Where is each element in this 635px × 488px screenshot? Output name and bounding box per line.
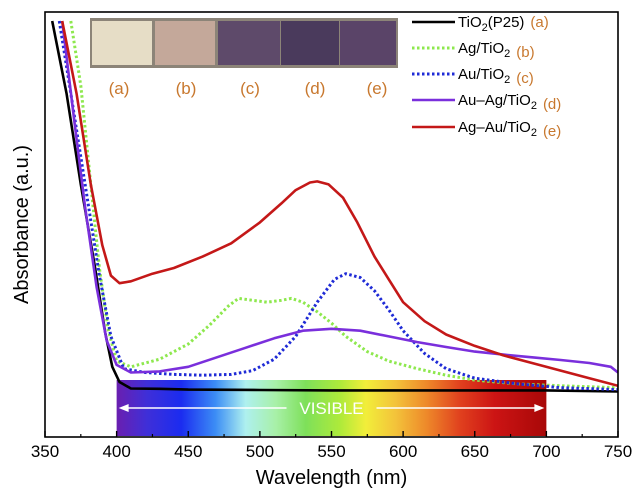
legend-label-au: Au/TiO2 (c) bbox=[458, 66, 534, 87]
x-tick-label: 500 bbox=[246, 442, 274, 461]
x-tick-label: 650 bbox=[461, 442, 489, 461]
x-axis-ticks: 350 400 450 500 550 600 650 700 750 bbox=[31, 431, 632, 461]
curve-agau bbox=[60, 20, 618, 388]
inset-sample-label: (b) bbox=[176, 79, 197, 98]
x-tick-label: 350 bbox=[31, 442, 59, 461]
visible-arrow-left-head bbox=[118, 404, 129, 412]
sample-photo-inset: (a) (b) (c) (d) (e) bbox=[90, 18, 398, 98]
inset-sample-swatch bbox=[155, 21, 215, 65]
legend: TiO2(P25) (a) Ag/TiO2 (b) Au/TiO2 (c) Au–Ag/Ti… bbox=[412, 14, 561, 140]
inset-sample-swatch bbox=[218, 21, 280, 65]
x-tick-label: 400 bbox=[102, 442, 130, 461]
visible-range-arrow bbox=[118, 404, 545, 412]
inset-sample-label: (e) bbox=[367, 79, 388, 98]
legend-label-ag: Ag/TiO2 (b) bbox=[458, 40, 535, 61]
y-axis-title: Absorbance (a.u.) bbox=[11, 145, 33, 304]
inset-sample-swatch bbox=[92, 21, 152, 65]
inset-sample-label: (d) bbox=[305, 79, 326, 98]
inset-sample-swatch bbox=[281, 21, 339, 65]
x-tick-label: 750 bbox=[604, 442, 632, 461]
curve-auag bbox=[60, 20, 618, 374]
visible-arrow-right-head bbox=[534, 404, 545, 412]
visible-label: VISIBLE bbox=[299, 399, 363, 418]
x-axis-title: Wavelength (nm) bbox=[256, 467, 408, 488]
curve-au bbox=[57, 20, 618, 392]
curve-ag bbox=[69, 20, 618, 390]
legend-label-tio2: TiO2(P25) (a) bbox=[458, 14, 549, 34]
inset-sample-label: (c) bbox=[240, 79, 260, 98]
legend-label-auag: Au–Ag/TiO2 (d) bbox=[458, 92, 561, 113]
inset-sample-label: (a) bbox=[109, 79, 130, 98]
x-tick-label: 450 bbox=[174, 442, 202, 461]
legend-label-agau: Ag–Au/TiO2 (e) bbox=[458, 119, 561, 140]
curves-group bbox=[50, 20, 618, 393]
inset-sample-swatch bbox=[340, 21, 396, 65]
x-tick-label: 700 bbox=[532, 442, 560, 461]
x-tick-label: 600 bbox=[389, 442, 417, 461]
x-tick-label: 550 bbox=[317, 442, 345, 461]
